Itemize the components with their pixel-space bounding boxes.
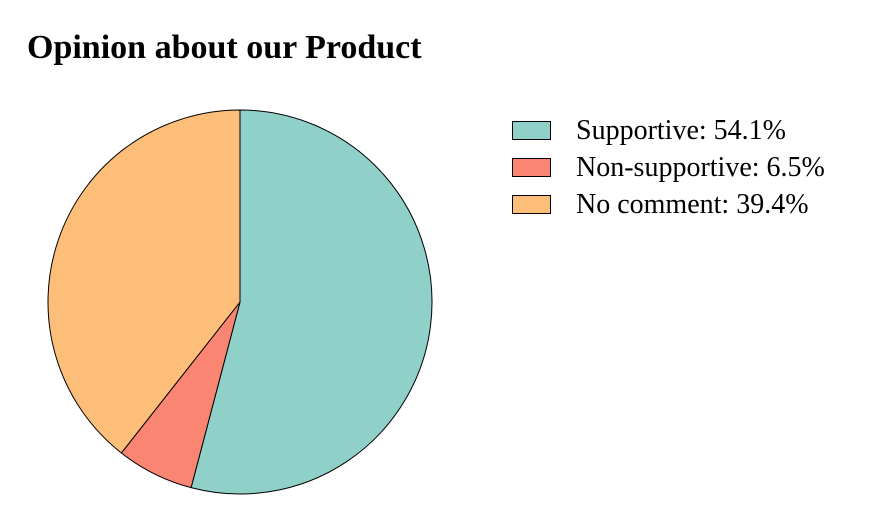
legend-label-non-supportive: Non-supportive: 6.5% [576, 151, 825, 183]
legend-label-supportive: Supportive: 54.1% [576, 114, 786, 146]
pie-slice-no-comment [47, 109, 241, 454]
legend-item-no-comment: No comment: 39.4% [512, 186, 825, 223]
legend-swatch-supportive [512, 121, 551, 140]
legend-label-no-comment: No comment: 39.4% [576, 188, 809, 220]
legend: Supportive: 54.1% Non-supportive: 6.5% N… [512, 112, 825, 223]
pie-slices [47, 109, 433, 495]
legend-swatch-no-comment [512, 195, 551, 214]
chart-title: Opinion about our Product [27, 29, 422, 66]
legend-swatch-non-supportive [512, 158, 551, 177]
pie-slice-supportive [190, 109, 433, 495]
legend-item-non-supportive: Non-supportive: 6.5% [512, 149, 825, 186]
legend-item-supportive: Supportive: 54.1% [512, 112, 825, 149]
